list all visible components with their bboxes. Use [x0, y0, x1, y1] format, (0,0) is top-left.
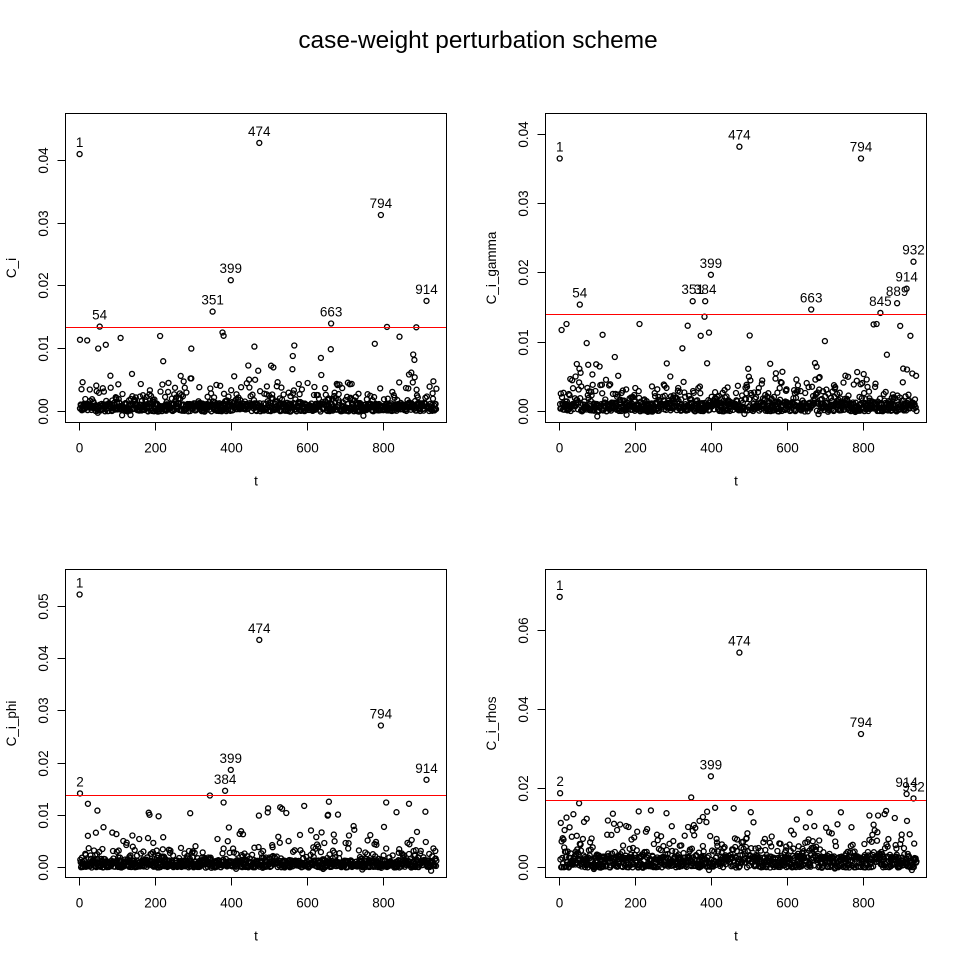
svg-text:794: 794: [850, 715, 873, 730]
svg-text:400: 400: [220, 895, 243, 910]
svg-text:600: 600: [296, 895, 319, 910]
svg-text:399: 399: [220, 261, 243, 276]
svg-text:600: 600: [776, 440, 799, 455]
svg-text:200: 200: [144, 440, 167, 455]
svg-text:351: 351: [681, 282, 704, 297]
svg-text:0.02: 0.02: [516, 259, 531, 285]
svg-text:399: 399: [220, 751, 243, 766]
svg-text:845: 845: [869, 294, 892, 309]
svg-text:0.02: 0.02: [36, 272, 51, 298]
svg-text:800: 800: [852, 440, 875, 455]
svg-text:0: 0: [76, 440, 84, 455]
svg-text:400: 400: [700, 440, 723, 455]
svg-text:0.00: 0.00: [516, 854, 531, 880]
svg-text:0: 0: [556, 440, 564, 455]
svg-text:0.04: 0.04: [516, 696, 531, 723]
svg-text:400: 400: [220, 440, 243, 455]
svg-text:914: 914: [415, 282, 438, 297]
svg-text:200: 200: [624, 895, 647, 910]
svg-text:800: 800: [852, 895, 875, 910]
svg-text:0.04: 0.04: [516, 121, 531, 148]
svg-text:t: t: [734, 928, 738, 943]
svg-text:474: 474: [728, 128, 751, 143]
svg-text:0.03: 0.03: [36, 697, 51, 723]
svg-text:800: 800: [372, 440, 395, 455]
svg-text:351: 351: [201, 293, 224, 308]
svg-text:0.02: 0.02: [36, 750, 51, 776]
svg-text:474: 474: [728, 634, 751, 649]
svg-text:1: 1: [76, 135, 84, 150]
svg-text:0.02: 0.02: [516, 775, 531, 801]
svg-text:474: 474: [248, 621, 271, 636]
svg-text:1: 1: [556, 578, 564, 593]
svg-text:0.03: 0.03: [516, 190, 531, 216]
svg-text:400: 400: [700, 895, 723, 910]
svg-text:474: 474: [248, 124, 271, 139]
svg-text:200: 200: [624, 440, 647, 455]
svg-text:C_i_gamma: C_i_gamma: [484, 231, 499, 304]
svg-text:0: 0: [556, 895, 564, 910]
svg-text:C_i_phi: C_i_phi: [4, 701, 19, 747]
svg-text:t: t: [734, 473, 738, 488]
svg-text:384: 384: [214, 772, 237, 787]
svg-text:2: 2: [556, 774, 564, 789]
svg-text:0.01: 0.01: [36, 802, 51, 828]
svg-text:0.00: 0.00: [36, 854, 51, 880]
svg-text:t: t: [254, 928, 258, 943]
svg-text:0.00: 0.00: [516, 398, 531, 424]
svg-text:399: 399: [700, 757, 723, 772]
svg-text:54: 54: [92, 308, 108, 323]
svg-text:600: 600: [776, 895, 799, 910]
svg-text:932: 932: [902, 779, 925, 794]
svg-text:0.04: 0.04: [36, 645, 51, 672]
svg-text:0.05: 0.05: [36, 593, 51, 619]
svg-text:0.03: 0.03: [36, 210, 51, 236]
svg-text:200: 200: [144, 895, 167, 910]
svg-text:54: 54: [572, 286, 588, 301]
svg-text:t: t: [254, 473, 258, 488]
svg-text:1: 1: [76, 576, 84, 591]
svg-text:914: 914: [895, 775, 918, 790]
svg-text:C_i_rhos: C_i_rhos: [484, 696, 499, 750]
svg-text:0.01: 0.01: [516, 329, 531, 355]
svg-text:600: 600: [296, 440, 319, 455]
svg-text:800: 800: [372, 895, 395, 910]
svg-text:0.01: 0.01: [36, 335, 51, 361]
svg-text:794: 794: [370, 196, 393, 211]
svg-text:663: 663: [320, 305, 343, 320]
svg-text:2: 2: [76, 774, 84, 789]
svg-text:914: 914: [895, 270, 918, 285]
svg-text:794: 794: [850, 140, 873, 155]
svg-text:0.00: 0.00: [36, 398, 51, 424]
svg-text:889: 889: [886, 284, 909, 299]
svg-text:399: 399: [700, 256, 723, 271]
svg-text:794: 794: [370, 707, 393, 722]
svg-text:932: 932: [902, 243, 925, 258]
svg-text:663: 663: [800, 291, 823, 306]
svg-text:C_i: C_i: [4, 258, 19, 278]
svg-text:case-weight perturbation schem: case-weight perturbation scheme: [298, 27, 657, 54]
svg-text:1: 1: [556, 140, 564, 155]
svg-text:914: 914: [415, 761, 438, 776]
svg-text:384: 384: [694, 282, 717, 297]
svg-text:0.04: 0.04: [36, 147, 51, 174]
svg-text:0.06: 0.06: [516, 617, 531, 643]
svg-text:0: 0: [76, 895, 84, 910]
